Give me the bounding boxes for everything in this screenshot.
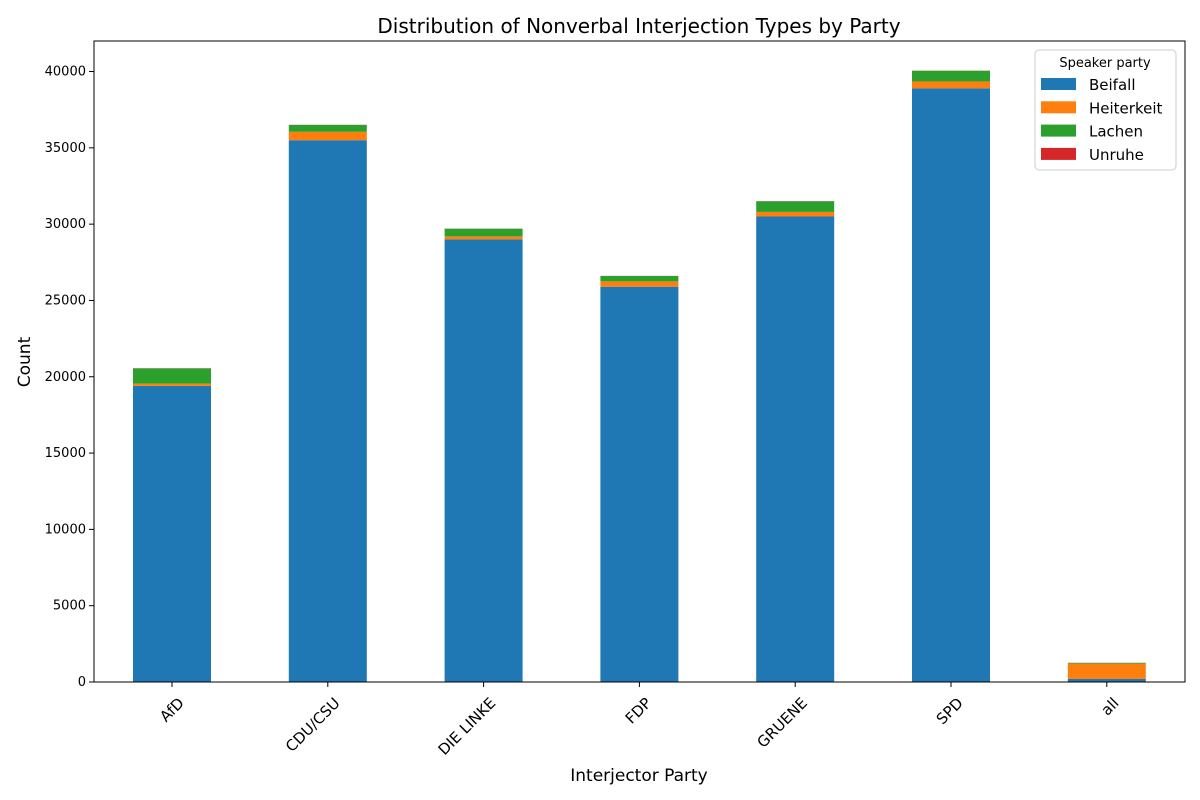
bar-afd-lachen bbox=[133, 368, 211, 384]
bar-die-linke-lachen bbox=[444, 228, 523, 237]
plot-frame bbox=[93, 40, 1186, 683]
legend-swatch-lachen bbox=[1041, 124, 1076, 137]
bar-spd-heiterkeit bbox=[912, 81, 990, 89]
bar-gruene-heiterkeit bbox=[756, 211, 835, 217]
bar-spd-lachen bbox=[912, 70, 990, 82]
legend-swatch-beifall bbox=[1041, 78, 1076, 90]
bar-fdp-beifall bbox=[600, 286, 679, 682]
chart-title: Distribution of Nonverbal Interjection T… bbox=[377, 14, 900, 38]
bar-all-lachen bbox=[1067, 662, 1146, 664]
bar-cdu-csu-beifall bbox=[288, 140, 367, 682]
x-tick-label-gruene: GRUENE bbox=[754, 694, 811, 751]
x-tick-label-all: all bbox=[1097, 694, 1122, 719]
legend-label-lachen: Lachen bbox=[1089, 123, 1143, 141]
bar-gruene-lachen bbox=[756, 201, 835, 212]
x-axis-label: Interjector Party bbox=[570, 766, 708, 786]
legend-label-unruhe: Unruhe bbox=[1089, 146, 1144, 164]
bars-group bbox=[133, 70, 1146, 682]
x-tick-label-spd: SPD bbox=[933, 694, 967, 728]
bar-fdp-lachen bbox=[600, 276, 679, 282]
bar-spd-beifall bbox=[912, 88, 990, 682]
x-axis: AfD CDU/CSU DIE LINKE FDP GRUENE SPD all bbox=[156, 682, 1123, 759]
bar-cdu-csu-lachen bbox=[288, 124, 367, 132]
legend-swatch-unruhe bbox=[1041, 147, 1076, 160]
x-tick-label-afd: AfD bbox=[156, 694, 188, 726]
x-tick-label-cdu-csu: CDU/CSU bbox=[282, 694, 344, 756]
y-tick-label: 0 bbox=[78, 675, 86, 690]
bar-die-linke-beifall bbox=[444, 239, 523, 682]
y-tick-label: 5000 bbox=[53, 599, 86, 614]
y-tick-label: 40000 bbox=[45, 65, 86, 80]
legend-label-beifall: Beifall bbox=[1089, 76, 1136, 94]
bar-gruene-beifall bbox=[756, 216, 835, 682]
legend-title: Speaker party bbox=[1059, 56, 1151, 71]
legend: Speaker party Beifall Heiterkeit Lachen Unr… bbox=[1034, 49, 1177, 171]
legend-swatch-heiterkeit bbox=[1041, 101, 1076, 114]
y-axis: 0 5000 10000 15000 20000 25000 30000 35000 40000 bbox=[45, 65, 94, 690]
legend-items: Beifall Heiterkeit Lachen Unruhe bbox=[1041, 76, 1163, 164]
y-tick-label: 30000 bbox=[45, 217, 86, 232]
bar-fdp-heiterkeit bbox=[600, 281, 679, 287]
bar-all-heiterkeit bbox=[1067, 663, 1146, 679]
legend-label-heiterkeit: Heiterkeit bbox=[1089, 99, 1163, 117]
bar-cdu-csu-heiterkeit bbox=[288, 131, 367, 141]
x-tick-label-die-linke: DIE LINKE bbox=[435, 694, 500, 759]
y-tick-label: 20000 bbox=[45, 370, 86, 385]
bar-all-beifall bbox=[1067, 678, 1146, 682]
bar-die-linke-heiterkeit bbox=[444, 236, 523, 240]
bar-afd-heiterkeit bbox=[133, 383, 211, 386]
y-axis-label: Count bbox=[15, 336, 35, 387]
y-tick-label: 10000 bbox=[45, 522, 86, 537]
y-tick-label: 35000 bbox=[45, 141, 86, 156]
y-tick-label: 25000 bbox=[45, 293, 86, 308]
x-tick-label-fdp: FDP bbox=[622, 694, 655, 727]
y-tick-label: 15000 bbox=[45, 446, 86, 461]
bar-afd-beifall bbox=[133, 385, 211, 682]
